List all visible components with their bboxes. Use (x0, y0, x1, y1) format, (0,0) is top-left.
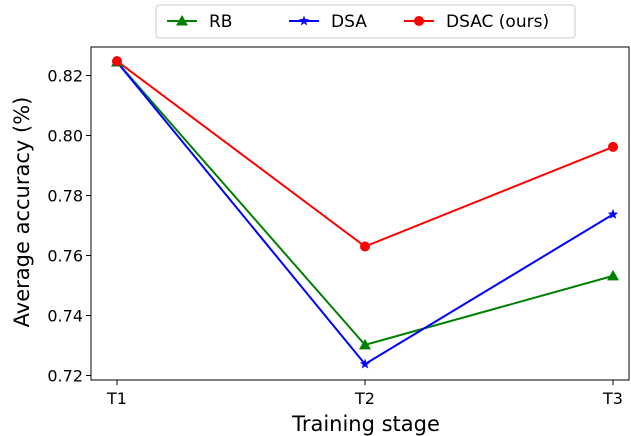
x-axis-ticks: T1 T2 T3 (106, 380, 623, 408)
data-point-dsac-ours (112, 56, 122, 67)
y-tick-label: 0.74 (47, 307, 83, 326)
data-point-rb (607, 269, 619, 281)
series-markers (111, 56, 619, 369)
series-line-rb (116, 61, 614, 347)
x-tick-label: T3 (602, 389, 623, 408)
y-tick-label: 0.82 (47, 67, 83, 86)
legend-entry-rb: RB (167, 12, 232, 32)
data-point-dsac-ours (360, 241, 370, 252)
plot-frame (90, 46, 630, 381)
legend-entry-dsac-ours: DSAC (ours) (404, 12, 549, 32)
y-axis-label: Average accuracy (%) (10, 97, 34, 328)
y-tick-label: 0.72 (47, 367, 83, 386)
legend-label: DSAC (ours) (446, 12, 549, 32)
legend-label: DSA (331, 12, 367, 32)
legend-label: RB (209, 12, 232, 32)
legend: RB DSA DSAC (ours) (155, 4, 576, 39)
y-axis-ticks: 0.72 0.74 0.76 0.78 0.80 0.82 (47, 67, 91, 386)
series-line-dsa (116, 61, 614, 366)
data-point-rb (359, 338, 371, 350)
legend-swatch-marker (414, 16, 424, 26)
series-lines (116, 60, 614, 366)
x-axis-label: Training stage (291, 412, 440, 436)
y-tick-label: 0.78 (47, 187, 83, 206)
x-tick-label: T2 (354, 389, 375, 408)
legend-entry-dsa: DSA (289, 12, 367, 32)
legend-swatch-marker (298, 15, 310, 26)
x-tick-label: T1 (106, 389, 127, 408)
y-tick-label: 0.76 (47, 247, 83, 266)
legend-frame (155, 4, 576, 39)
data-point-dsa (359, 358, 371, 369)
y-tick-label: 0.80 (47, 127, 83, 146)
data-point-dsac-ours (608, 141, 618, 152)
data-point-dsa (607, 208, 619, 219)
axes (90, 46, 630, 381)
legend-swatch-marker (176, 15, 188, 26)
